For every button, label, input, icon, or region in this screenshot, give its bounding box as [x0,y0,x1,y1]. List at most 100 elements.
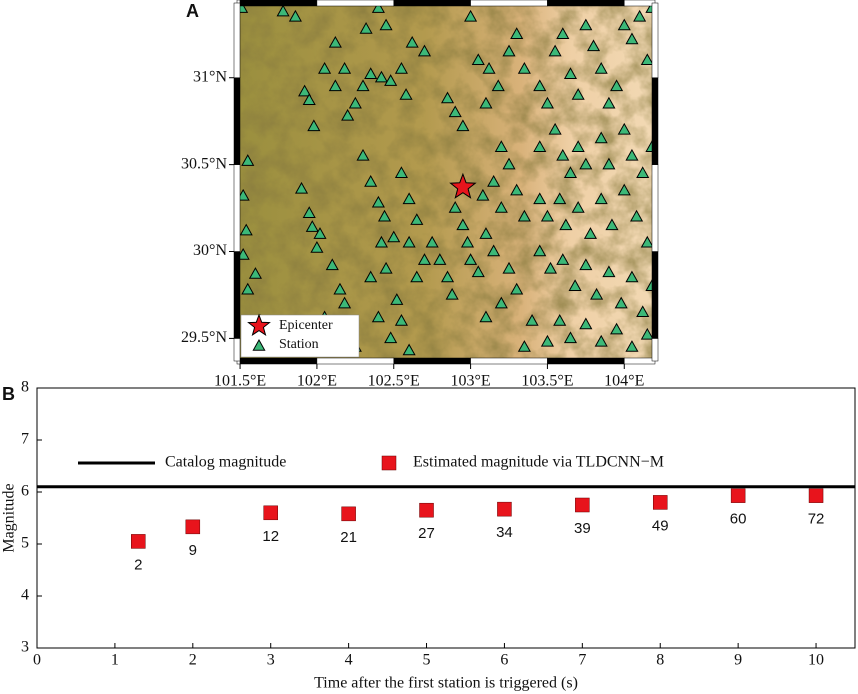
point [575,497,590,513]
station [479,310,493,323]
station [440,91,455,104]
point-label: 27 [418,525,435,542]
station [548,44,562,57]
legend-marker [381,455,397,471]
y-tick-label: 7 [21,431,29,448]
point-label: 34 [496,524,513,541]
station [387,230,401,243]
station [471,53,485,66]
station [364,174,378,187]
y-tick-label: 29.5°N [181,329,227,346]
legend-label: Station [279,337,319,352]
station [625,32,639,45]
map-marks [237,3,655,356]
station [487,244,501,257]
station [594,192,608,205]
x-tick-label: 3 [267,652,275,669]
x-tick-label: 6 [500,652,508,669]
station [399,88,413,100]
station [338,296,352,309]
station [548,122,562,135]
station [302,206,316,218]
station [440,270,455,283]
point [131,534,146,549]
station [394,314,408,326]
x-tick-label: 9 [734,652,742,669]
station [479,96,493,109]
station [371,3,385,13]
point-label: 60 [730,511,747,528]
station [471,265,485,278]
station [239,223,253,236]
station [602,157,616,170]
x-tick-label: 5 [423,652,431,669]
station [479,227,493,239]
station [640,327,654,340]
map-frame [316,357,395,365]
map-frame [651,164,659,252]
station [610,322,624,335]
station [476,188,490,201]
map-frame [651,2,659,78]
station [540,96,554,109]
station [640,235,654,248]
station [494,140,508,152]
station [583,227,598,239]
station [448,105,462,118]
station [594,334,608,347]
station [571,201,585,213]
x-tick-label: 102.5°E [368,373,420,390]
station [325,258,339,271]
station [307,119,321,132]
station [510,183,524,196]
station [563,166,578,179]
station [394,166,408,179]
x-tick-label: 0 [33,652,41,669]
station [328,79,342,92]
legend-label: Estimated magnitude via TLDCNN−M [413,454,664,471]
station [617,183,631,196]
station [241,154,255,166]
point-label: 72 [808,511,825,528]
station [425,235,439,248]
map-frame [470,0,548,7]
x-tick-label: 2 [189,652,197,669]
station [533,79,547,92]
station [456,218,470,231]
station [417,253,432,265]
station [318,62,332,74]
station [571,140,585,152]
epicenter [449,172,477,199]
station [410,270,424,283]
map-frame [233,251,241,339]
plot-area [36,387,856,649]
station [625,270,639,283]
x-tick-label: 103.5°E [521,373,573,390]
station [445,287,459,300]
map-frame [651,338,659,362]
station [310,241,324,253]
station [563,67,578,79]
station [494,201,508,213]
station [305,220,319,232]
station [594,62,608,74]
station [359,22,373,34]
station [517,62,531,74]
station [294,181,309,194]
station [502,157,516,170]
point-label: 9 [189,542,197,559]
station [384,331,398,344]
map-frame [651,77,659,165]
station [579,157,593,170]
x-tick-label: 8 [656,652,664,669]
y-tick-label: 31°N [193,68,227,85]
station [602,96,616,109]
station [384,74,398,86]
x-axis-label: Time after the first station is triggere… [314,675,578,692]
map-frame [624,357,656,365]
station [625,148,639,161]
station [559,218,573,231]
station [237,188,250,201]
station [448,201,462,213]
station [579,317,593,330]
